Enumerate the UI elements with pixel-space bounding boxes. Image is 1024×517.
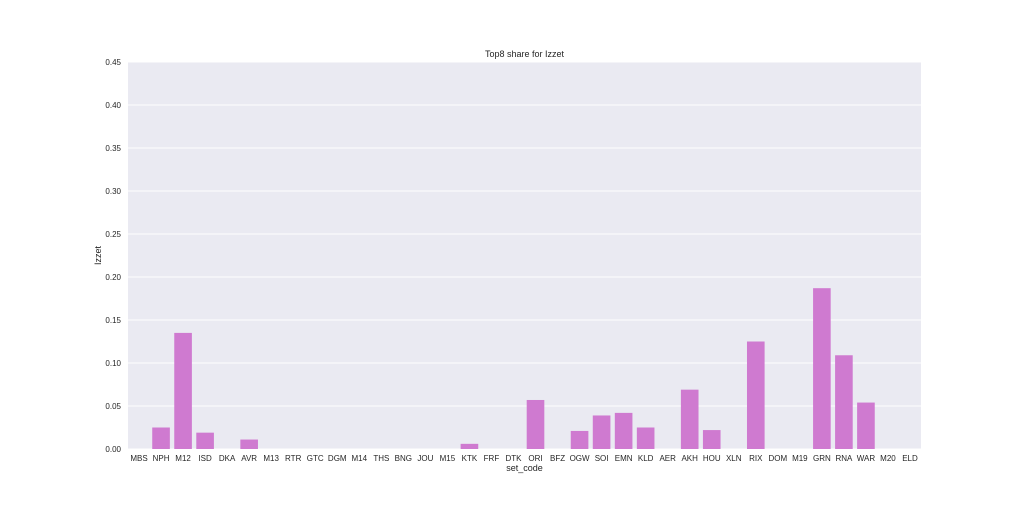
x-tick-label: DTK (505, 454, 522, 463)
x-tick-label: ORI (528, 454, 542, 463)
bar (240, 439, 258, 449)
x-tick-label: ISD (198, 454, 212, 463)
x-tick-label: GTC (307, 454, 324, 463)
x-tick-label: DGM (328, 454, 347, 463)
y-tick-label: 0.40 (105, 101, 121, 110)
x-tick-label: EMN (615, 454, 633, 463)
x-tick-label: BFZ (550, 454, 565, 463)
x-tick-label: M19 (792, 454, 808, 463)
y-tick-label: 0.30 (105, 187, 121, 196)
x-tick-label: RNA (835, 454, 853, 463)
bar (835, 355, 853, 449)
x-tick-label: SOI (595, 454, 609, 463)
bar (857, 402, 875, 449)
x-tick-label: M14 (352, 454, 368, 463)
x-tick-label: GRN (813, 454, 831, 463)
bar (152, 427, 170, 449)
plot-background (128, 62, 921, 449)
bar (813, 288, 831, 449)
x-tick-label: M15 (440, 454, 456, 463)
bar (702, 430, 721, 449)
x-tick-label: M20 (880, 454, 896, 463)
bar (460, 443, 479, 449)
x-tick-label: M13 (263, 454, 279, 463)
x-tick-label: M12 (175, 454, 191, 463)
y-tick-label: 0.35 (105, 144, 121, 153)
x-tick-label: AVR (241, 454, 257, 463)
y-tick-labels: 0.00 0.05 0.10 0.15 0.20 0.25 0.30 0.35 0.40 0.45 (105, 58, 121, 454)
y-tick-label: 0.25 (105, 230, 121, 239)
x-tick-label: THS (373, 454, 389, 463)
bar (570, 430, 589, 449)
x-tick-labels: MBS NPH M12 ISD DKA AVR M13 RTR GTC DGM M14 THS BNG J… (130, 454, 918, 463)
x-tick-label: BNG (395, 454, 412, 463)
x-tick-label: NPH (153, 454, 170, 463)
x-tick-label: MBS (130, 454, 147, 463)
x-tick-label: AKH (681, 454, 698, 463)
x-tick-label: ELD (902, 454, 918, 463)
y-tick-label: 0.20 (105, 273, 121, 282)
x-tick-label: RTR (285, 454, 302, 463)
bars (152, 288, 875, 449)
bar (592, 415, 611, 449)
x-tick-label: WAR (857, 454, 876, 463)
x-tick-label: DKA (219, 454, 236, 463)
bar (174, 332, 192, 449)
bar (526, 399, 545, 449)
x-tick-label: RIX (749, 454, 763, 463)
x-tick-label: KLD (638, 454, 654, 463)
x-axis-label: set_code (506, 463, 543, 473)
bar (196, 432, 214, 449)
x-tick-label: XLN (726, 454, 742, 463)
x-tick-label: FRF (484, 454, 500, 463)
x-tick-label: AER (659, 454, 676, 463)
x-tick-label: JOU (417, 454, 433, 463)
bar (614, 412, 633, 449)
bar (636, 427, 655, 449)
x-tick-label: OGW (570, 454, 590, 463)
x-tick-label: HOU (703, 454, 721, 463)
y-tick-label: 0.15 (105, 316, 121, 325)
bar (746, 341, 765, 449)
y-tick-label: 0.10 (105, 359, 121, 368)
y-tick-label: 0.00 (105, 445, 121, 454)
chart-title: Top8 share for Izzet (485, 49, 565, 59)
y-tick-label: 0.05 (105, 402, 121, 411)
x-tick-label: KTK (462, 454, 478, 463)
bar (680, 389, 699, 449)
y-tick-label: 0.45 (105, 58, 121, 67)
y-axis-label: Izzet (93, 246, 103, 266)
grid-lines (128, 61, 921, 450)
x-tick-label: DOM (768, 454, 787, 463)
